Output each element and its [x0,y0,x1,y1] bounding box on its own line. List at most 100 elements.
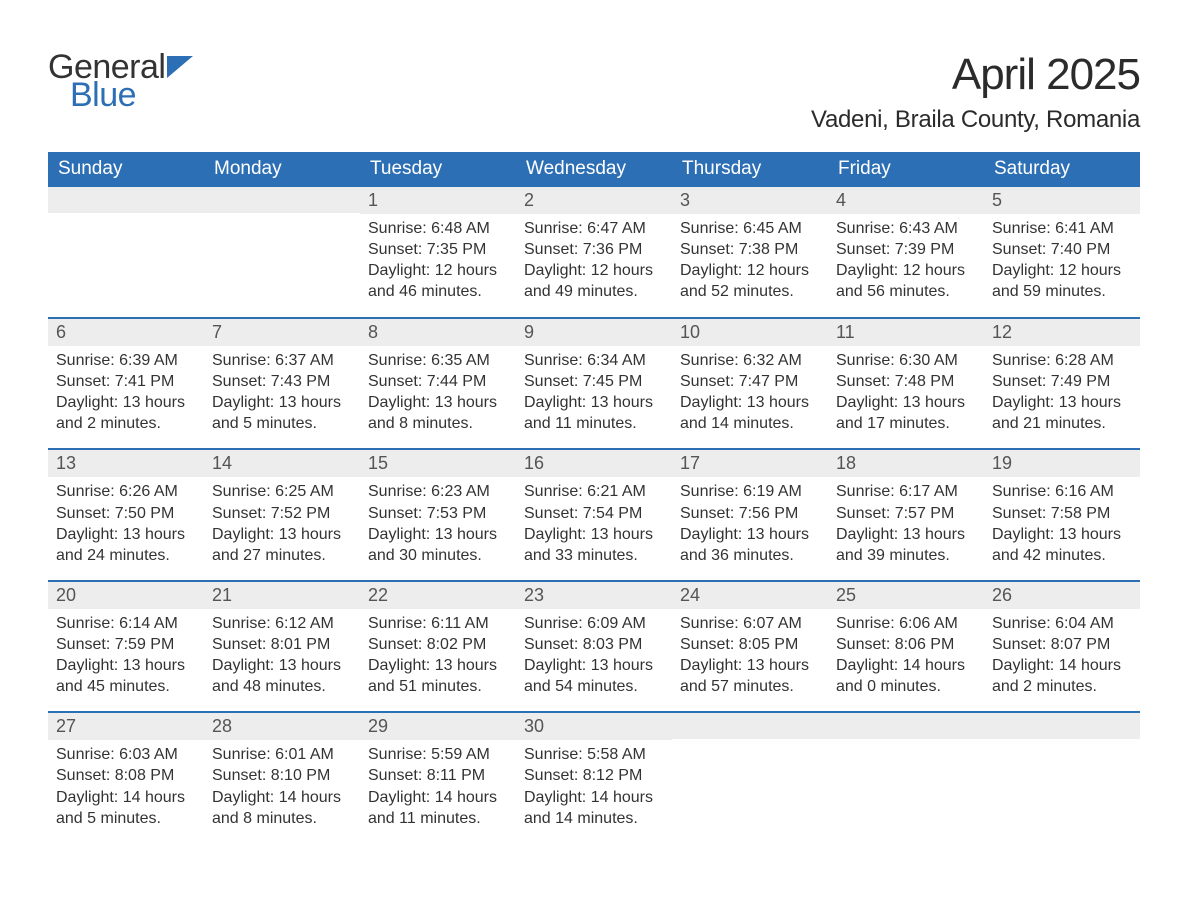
daylight-text: Daylight: 14 hours and 5 minutes. [56,787,196,829]
title-block: April 2025 Vadeni, Braila County, Romani… [811,50,1140,134]
daylight-text: Daylight: 13 hours and 45 minutes. [56,655,196,697]
logo-text-block: General Blue [48,50,193,112]
weekday-sunday: Sunday [48,152,204,187]
sunset-text: Sunset: 7:58 PM [992,503,1132,524]
day-body: Sunrise: 6:09 AMSunset: 8:03 PMDaylight:… [516,609,672,711]
day-cell: 15Sunrise: 6:23 AMSunset: 7:53 PMDayligh… [360,450,516,579]
day-cell: 3Sunrise: 6:45 AMSunset: 7:38 PMDaylight… [672,187,828,317]
sunrise-text: Sunrise: 6:06 AM [836,613,976,634]
day-cell [48,187,204,317]
day-cell: 28Sunrise: 6:01 AMSunset: 8:10 PMDayligh… [204,713,360,842]
sunrise-text: Sunrise: 6:35 AM [368,350,508,371]
day-number [672,713,828,739]
weekday-thursday: Thursday [672,152,828,187]
sunset-text: Sunset: 8:03 PM [524,634,664,655]
day-body [672,739,828,757]
daylight-text: Daylight: 13 hours and 42 minutes. [992,524,1132,566]
day-body [984,739,1140,757]
sunset-text: Sunset: 7:59 PM [56,634,196,655]
day-body: Sunrise: 6:14 AMSunset: 7:59 PMDaylight:… [48,609,204,711]
day-body: Sunrise: 6:17 AMSunset: 7:57 PMDaylight:… [828,477,984,579]
day-number: 5 [984,187,1140,214]
day-number: 21 [204,582,360,609]
day-number: 6 [48,319,204,346]
day-cell [204,187,360,317]
day-number: 27 [48,713,204,740]
daylight-text: Daylight: 12 hours and 52 minutes. [680,260,820,302]
week-row: 1Sunrise: 6:48 AMSunset: 7:35 PMDaylight… [48,187,1140,317]
day-cell: 26Sunrise: 6:04 AMSunset: 8:07 PMDayligh… [984,582,1140,711]
day-body [828,739,984,757]
daylight-text: Daylight: 12 hours and 56 minutes. [836,260,976,302]
weekday-tuesday: Tuesday [360,152,516,187]
day-body: Sunrise: 6:34 AMSunset: 7:45 PMDaylight:… [516,346,672,448]
sunset-text: Sunset: 7:57 PM [836,503,976,524]
day-number: 9 [516,319,672,346]
day-body: Sunrise: 6:25 AMSunset: 7:52 PMDaylight:… [204,477,360,579]
daylight-text: Daylight: 13 hours and 36 minutes. [680,524,820,566]
day-number: 2 [516,187,672,214]
day-cell: 21Sunrise: 6:12 AMSunset: 8:01 PMDayligh… [204,582,360,711]
sunrise-text: Sunrise: 6:03 AM [56,744,196,765]
day-number: 18 [828,450,984,477]
sunrise-text: Sunrise: 6:09 AM [524,613,664,634]
day-cell: 23Sunrise: 6:09 AMSunset: 8:03 PMDayligh… [516,582,672,711]
day-number: 4 [828,187,984,214]
logo-word2: Blue [70,78,193,112]
day-number: 11 [828,319,984,346]
day-body: Sunrise: 6:06 AMSunset: 8:06 PMDaylight:… [828,609,984,711]
week-row: 20Sunrise: 6:14 AMSunset: 7:59 PMDayligh… [48,580,1140,711]
day-cell [672,713,828,842]
day-cell: 20Sunrise: 6:14 AMSunset: 7:59 PMDayligh… [48,582,204,711]
day-body: Sunrise: 6:26 AMSunset: 7:50 PMDaylight:… [48,477,204,579]
day-body: Sunrise: 6:47 AMSunset: 7:36 PMDaylight:… [516,214,672,316]
week-row: 6 Sunrise: 6:39 AMSunset: 7:41 PM Daylight… [48,317,1140,448]
daylight-text: Daylight: 13 hours and 39 minutes. [836,524,976,566]
sunrise-text: Sunrise: 6:47 AM [524,218,664,239]
daylight-text: Daylight: 14 hours and 0 minutes. [836,655,976,697]
day-body [204,213,360,231]
daylight-text: Daylight: 14 hours and 2 minutes. [992,655,1132,697]
day-cell: 1Sunrise: 6:48 AMSunset: 7:35 PMDaylight… [360,187,516,317]
day-number: 14 [204,450,360,477]
sunrise-text: Sunrise: 6:12 AM [212,613,352,634]
day-cell: 13Sunrise: 6:26 AMSunset: 7:50 PMDayligh… [48,450,204,579]
sunrise-text: Sunrise: 6:23 AM [368,481,508,502]
weekday-friday: Friday [828,152,984,187]
header: General Blue April 2025 Vadeni, Braila C… [48,50,1140,134]
sunset-text: Sunset: 7:45 PM [524,371,664,392]
sunrise-text: Sunrise: 6:30 AM [836,350,976,371]
sunset-text: Sunset: 7:35 PM [368,239,508,260]
day-number: 3 [672,187,828,214]
sunset-text: Sunset: 7:50 PM [56,503,196,524]
sunrise-text: Sunrise: 6:19 AM [680,481,820,502]
sunset-text: Sunset: 7:41 PM [56,371,196,392]
day-cell [984,713,1140,842]
day-body: Sunrise: 6:35 AMSunset: 7:44 PMDaylight:… [360,346,516,448]
sunrise-text: Sunrise: 6:25 AM [212,481,352,502]
sunset-text: Sunset: 7:40 PM [992,239,1132,260]
sunset-text: Sunset: 7:43 PM [212,371,352,392]
sunrise-text: Sunrise: 6:11 AM [368,613,508,634]
day-body: Sunrise: 6:01 AMSunset: 8:10 PMDaylight:… [204,740,360,842]
sunset-text: Sunset: 7:47 PM [680,371,820,392]
daylight-text: Daylight: 13 hours and 33 minutes. [524,524,664,566]
sunrise-text: Sunrise: 6:43 AM [836,218,976,239]
sunrise-text: Sunrise: 6:34 AM [524,350,664,371]
day-body: Sunrise: 6:48 AMSunset: 7:35 PMDaylight:… [360,214,516,316]
daylight-text: Daylight: 13 hours and 8 minutes. [368,392,508,434]
daylight-text: Daylight: 12 hours and 59 minutes. [992,260,1132,302]
sunset-text: Sunset: 8:02 PM [368,634,508,655]
day-body: Sunrise: 6:12 AMSunset: 8:01 PMDaylight:… [204,609,360,711]
day-body: Sunrise: 6:43 AMSunset: 7:39 PMDaylight:… [828,214,984,316]
day-body: Sunrise: 6:28 AMSunset: 7:49 PMDaylight:… [984,346,1140,448]
day-body: Sunrise: 6:23 AMSunset: 7:53 PMDaylight:… [360,477,516,579]
weekday-header-row: Sunday Monday Tuesday Wednesday Thursday… [48,152,1140,187]
day-body: Sunrise: 5:58 AMSunset: 8:12 PMDaylight:… [516,740,672,842]
daylight-text: Daylight: 14 hours and 11 minutes. [368,787,508,829]
day-number: 24 [672,582,828,609]
day-body: Sunrise: 6:45 AMSunset: 7:38 PMDaylight:… [672,214,828,316]
sunrise-text: Sunrise: 6:39 AM [56,350,196,371]
day-cell: 22Sunrise: 6:11 AMSunset: 8:02 PMDayligh… [360,582,516,711]
sunset-text: Sunset: 8:10 PM [212,765,352,786]
